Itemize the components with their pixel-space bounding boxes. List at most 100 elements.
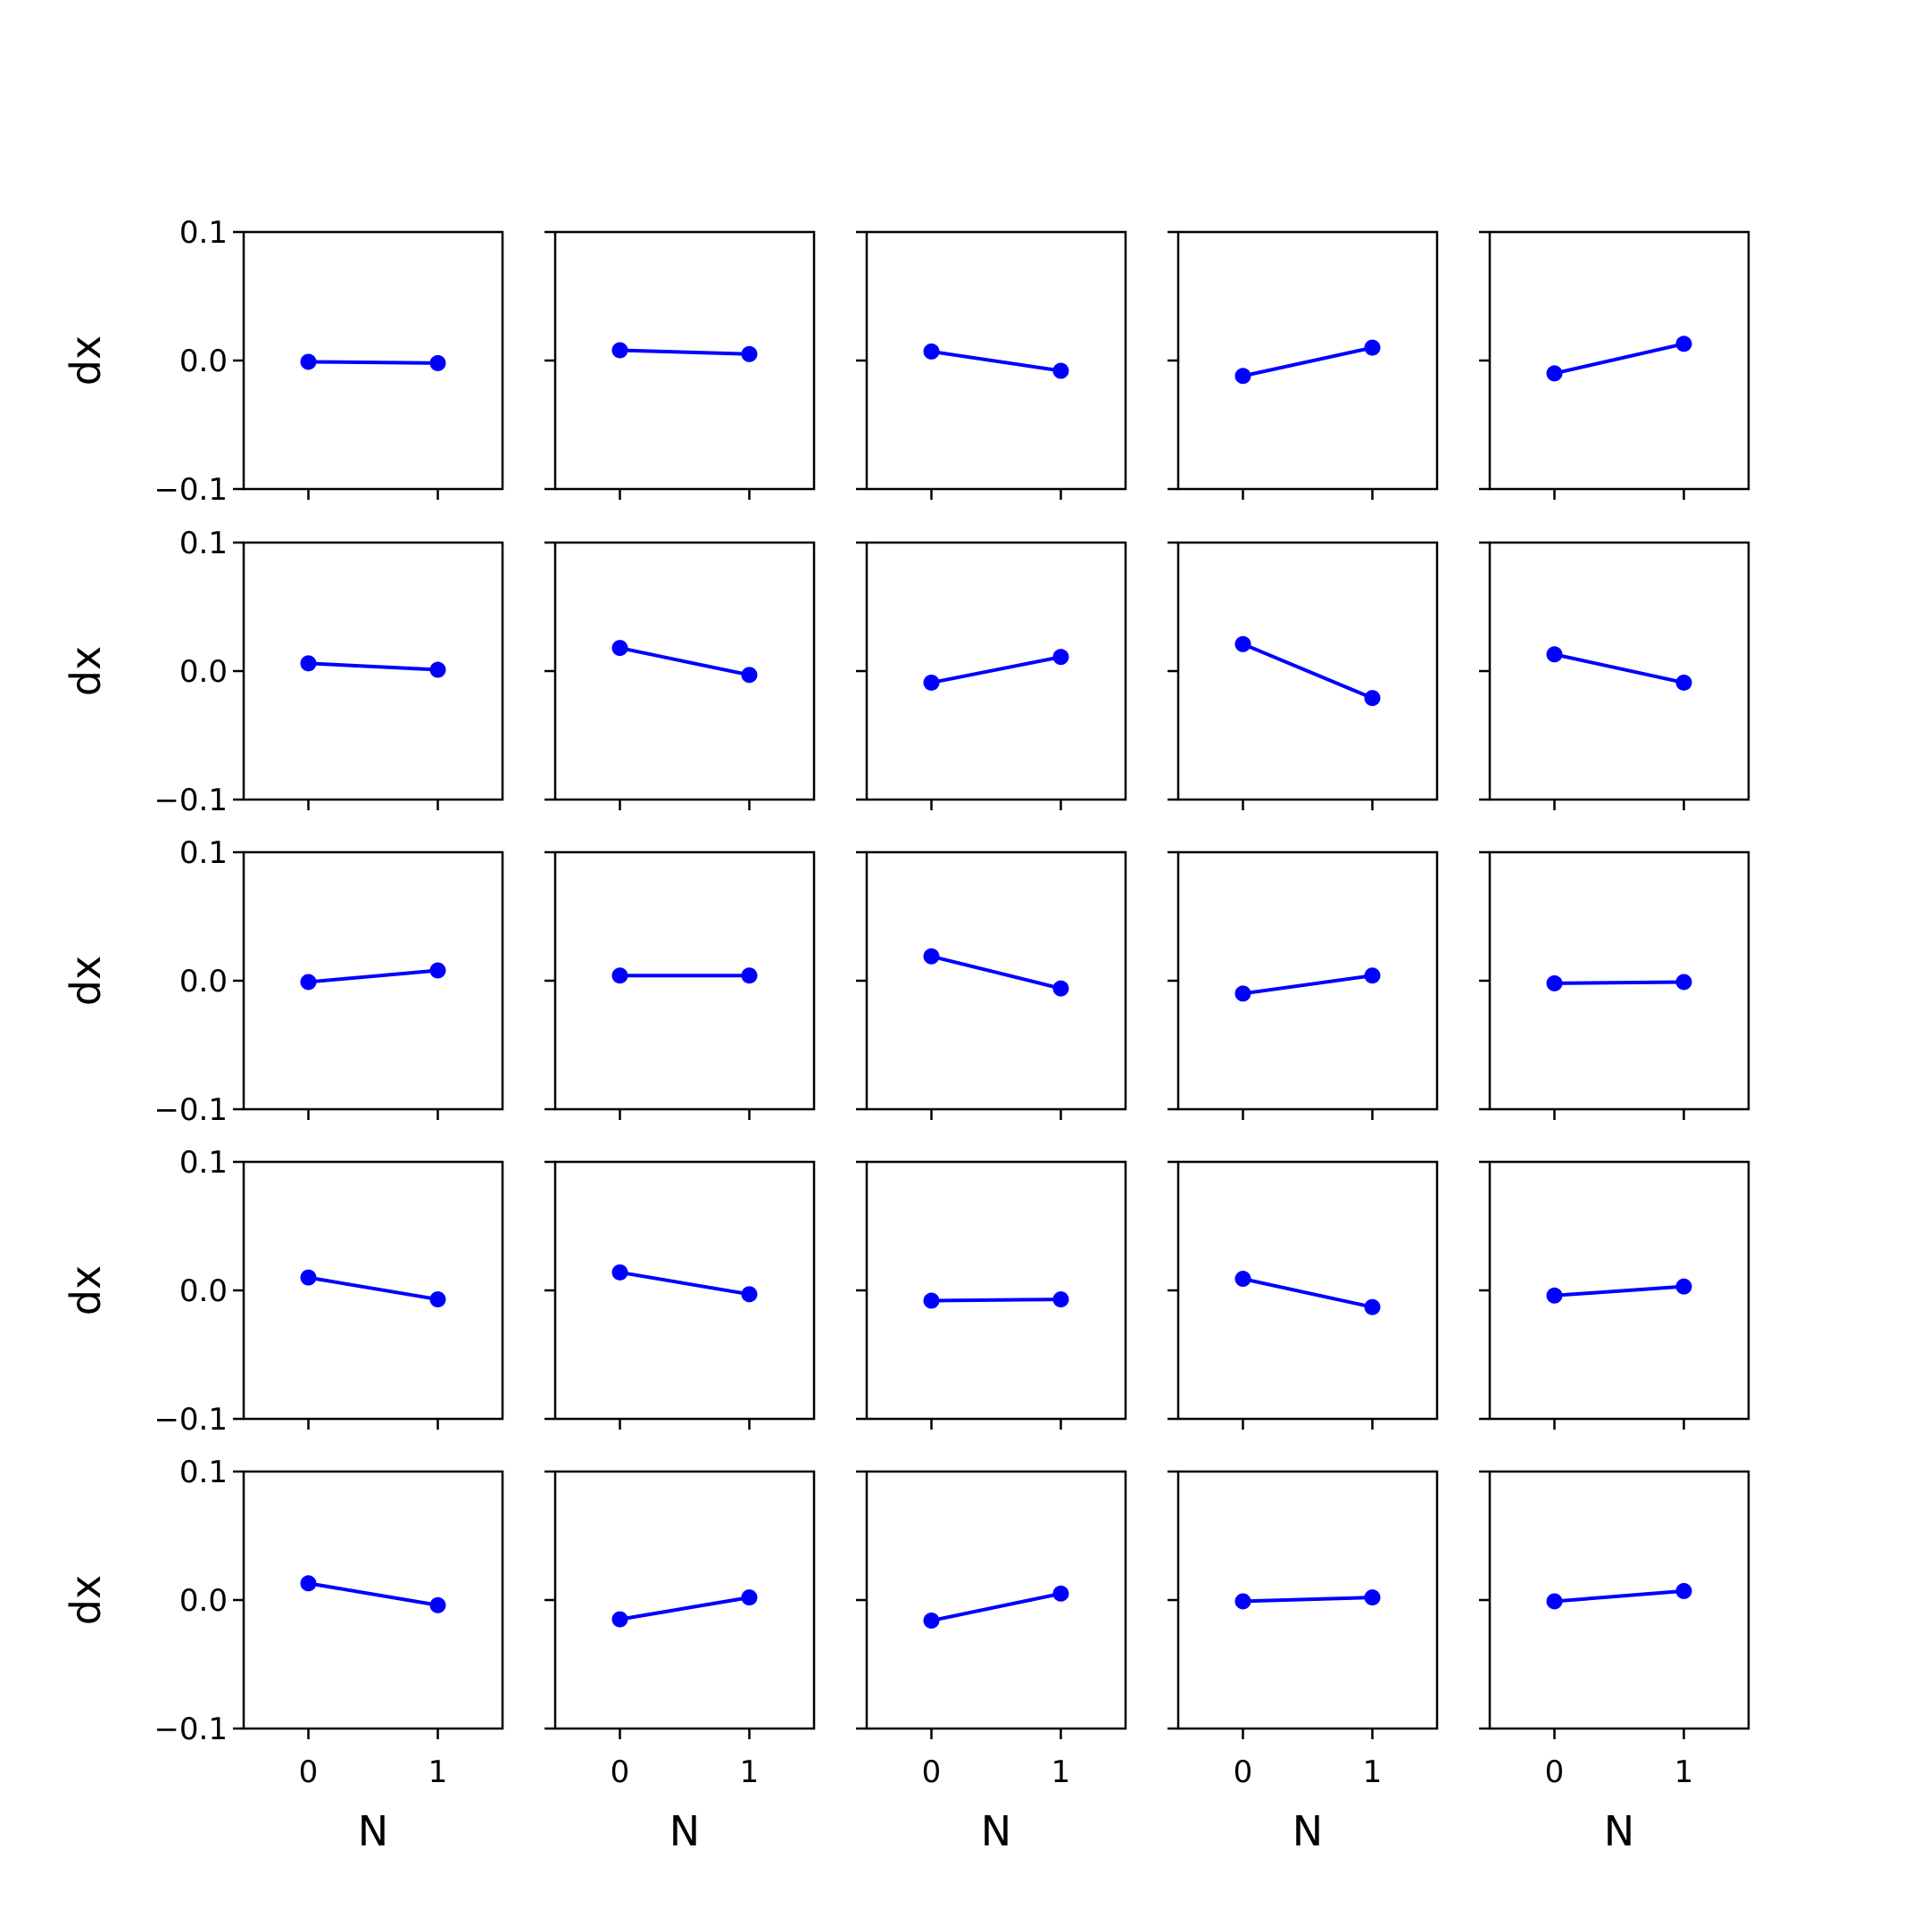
axes-frame <box>553 541 816 801</box>
data-point <box>741 667 758 684</box>
subplot-r4-c4 <box>1168 1160 1439 1430</box>
data-point <box>1052 1585 1069 1602</box>
data-point <box>611 1611 628 1628</box>
data-point <box>300 974 317 991</box>
data-point <box>300 1575 317 1592</box>
data-point <box>300 1269 317 1286</box>
axes-frame <box>242 230 504 491</box>
x-tick-label: 0 <box>299 1754 319 1790</box>
x-tick-label: 1 <box>740 1754 760 1790</box>
data-point <box>741 1286 758 1303</box>
x-tick-label: 0 <box>611 1754 630 1790</box>
subplot-r1-c4 <box>1168 230 1439 500</box>
data-point <box>923 674 940 691</box>
y-tick-label: 0.1 <box>179 1145 228 1181</box>
series-line <box>619 1270 750 1297</box>
data-point <box>1364 339 1381 356</box>
y-tick-label: 0.1 <box>179 835 228 871</box>
data-point <box>1234 368 1251 385</box>
series-line <box>1554 1588 1684 1604</box>
series-line <box>308 661 438 672</box>
subplot-r3-c3 <box>856 850 1127 1120</box>
series-line <box>1242 1277 1373 1309</box>
series-line <box>931 349 1061 373</box>
subplot-r1-c5 <box>1479 230 1750 500</box>
x-axis-title: N <box>981 1807 1011 1855</box>
data-point <box>429 1291 446 1308</box>
axes-frame <box>242 1470 504 1730</box>
y-tick-label: 0.0 <box>179 654 228 690</box>
axes-frame <box>1176 850 1439 1111</box>
axes-frame <box>553 1470 816 1730</box>
y-tick-label: 0.1 <box>179 1455 228 1490</box>
x-tick-label: 0 <box>922 1754 942 1790</box>
subplot-r2-c5 <box>1479 541 1750 810</box>
subplot-r4-c2 <box>544 1160 816 1430</box>
x-axis-title: N <box>1292 1807 1323 1855</box>
data-point <box>923 1292 940 1309</box>
data-point <box>1546 1287 1563 1304</box>
y-axis-title: dx <box>62 956 110 1006</box>
axes-frame <box>553 850 816 1111</box>
series-line <box>1242 974 1373 996</box>
series-line <box>1554 342 1684 376</box>
series-line <box>1242 642 1374 701</box>
subplot-r1-c3 <box>856 230 1127 500</box>
x-axis-title: N <box>669 1807 700 1855</box>
y-tick-label: 0.0 <box>179 1583 228 1619</box>
series-line <box>308 968 438 984</box>
y-tick-label: −0.1 <box>154 1092 228 1128</box>
axes-frame <box>865 1160 1127 1421</box>
x-tick-label: 1 <box>1675 1754 1694 1790</box>
y-axis-title: dx <box>62 336 110 386</box>
data-point <box>611 640 628 657</box>
series-line <box>619 1596 750 1621</box>
series-line <box>1554 980 1684 985</box>
subplot-r5-c1: −0.1 0.0 0.1 0 1 dx N <box>62 1455 504 1855</box>
data-point <box>1234 1271 1251 1288</box>
data-point <box>1234 985 1251 1002</box>
series-line <box>308 1581 438 1607</box>
axes-frame <box>865 1470 1127 1730</box>
data-point <box>741 345 758 362</box>
subplot-r2-c1: −0.1 0.0 0.1 dx <box>62 526 504 818</box>
data-point <box>429 354 446 371</box>
y-axis-title: dx <box>62 646 110 696</box>
data-point <box>1546 646 1563 663</box>
data-point <box>1364 690 1381 707</box>
y-tick-label: 0.0 <box>179 344 228 379</box>
data-point <box>1675 1582 1692 1599</box>
subplot-r5-c2: 0 1 N <box>544 1470 816 1855</box>
axes-frame <box>242 1160 504 1421</box>
subplot-r2-c3 <box>856 541 1127 810</box>
data-point <box>429 1596 446 1613</box>
data-point <box>1364 1298 1381 1315</box>
series-line <box>1242 345 1373 378</box>
y-tick-label: −0.1 <box>154 1712 228 1747</box>
data-point <box>923 948 940 965</box>
data-point <box>1546 365 1563 382</box>
y-tick-label: 0.0 <box>179 1273 228 1309</box>
subplot-r3-c1: −0.1 0.0 0.1 dx <box>62 835 504 1128</box>
x-tick-label: 1 <box>428 1754 448 1790</box>
subplot-r3-c4 <box>1168 850 1439 1120</box>
subplot-r5-c4: 0 1 N <box>1168 1470 1439 1855</box>
subplot-r1-c2 <box>544 230 816 500</box>
y-tick-label: 0.0 <box>179 964 228 999</box>
data-point <box>300 655 317 672</box>
x-tick-label: 1 <box>1363 1754 1383 1790</box>
data-point <box>611 1264 628 1281</box>
series-line <box>619 348 750 356</box>
data-point <box>1364 967 1381 984</box>
subplot-r2-c2 <box>544 541 816 810</box>
subplot-r3-c2 <box>544 850 816 1120</box>
data-point <box>611 342 628 359</box>
subplot-r2-c4 <box>1168 541 1439 810</box>
y-tick-label: −0.1 <box>154 1402 228 1438</box>
series-line <box>931 1591 1061 1622</box>
data-point <box>1364 1589 1381 1606</box>
subplot-r3-c5 <box>1479 850 1750 1120</box>
data-point <box>923 343 940 360</box>
